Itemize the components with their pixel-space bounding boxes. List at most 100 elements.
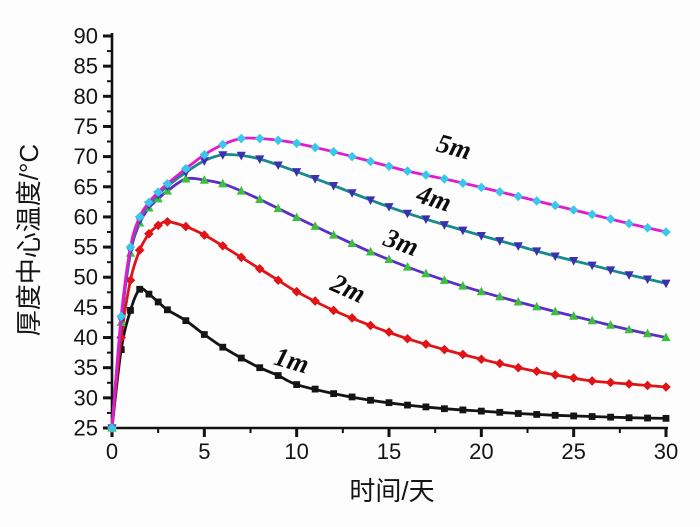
series-5m <box>107 133 671 433</box>
marker-triangle-down <box>569 257 579 266</box>
marker-diamond <box>153 187 163 197</box>
marker-diamond <box>439 344 450 355</box>
marker-diamond <box>513 362 524 373</box>
marker-diamond <box>310 296 320 306</box>
marker-triangle-down <box>624 271 634 280</box>
x-tick-label: 15 <box>377 439 401 464</box>
marker-diamond <box>605 377 616 388</box>
marker-square <box>311 385 319 393</box>
marker-diamond <box>531 366 542 377</box>
marker-triangle-up <box>421 268 431 278</box>
x-tick-label: 20 <box>469 439 493 464</box>
y-axis-title: 厚度中心温度/°C <box>14 144 44 336</box>
marker-triangle-up <box>255 194 265 204</box>
curve-label-3m: 3m <box>379 222 423 262</box>
marker-triangle-down <box>347 189 357 198</box>
marker-triangle-down <box>495 237 505 246</box>
series-4m <box>107 151 671 433</box>
series-1m <box>108 285 670 432</box>
marker-square <box>367 396 374 404</box>
marker-square <box>422 403 430 411</box>
marker-square <box>607 413 614 421</box>
marker-square <box>348 393 356 401</box>
marker-diamond <box>310 142 320 153</box>
marker-square <box>117 346 125 353</box>
marker-triangle-up <box>236 185 246 195</box>
marker-diamond <box>587 209 597 220</box>
x-tick-label: 5 <box>198 439 210 464</box>
marker-diamond <box>365 156 376 167</box>
marker-diamond <box>144 197 154 208</box>
marker-square <box>459 406 467 414</box>
marker-diamond <box>605 214 616 224</box>
marker-triangle-down <box>384 203 394 212</box>
marker-triangle-down <box>550 252 560 262</box>
x-tick-label: 25 <box>561 439 585 464</box>
marker-diamond <box>116 311 127 322</box>
marker-diamond <box>531 196 542 206</box>
marker-square <box>441 405 448 413</box>
marker-diamond <box>125 275 136 286</box>
y-tick-label: 85 <box>74 54 98 79</box>
marker-triangle-up <box>365 246 376 256</box>
marker-square <box>496 408 504 416</box>
marker-triangle-down <box>255 155 265 165</box>
marker-triangle-down <box>458 226 468 236</box>
marker-diamond <box>162 178 173 189</box>
marker-diamond <box>107 423 117 433</box>
marker-triangle-up <box>642 328 653 338</box>
curve-label-4m: 4m <box>412 178 455 218</box>
marker-triangle-up <box>292 212 302 222</box>
marker-square <box>164 306 171 314</box>
curve-label-2m: 2m <box>326 267 371 309</box>
marker-triangle-up <box>347 238 357 248</box>
marker-diamond <box>134 212 145 222</box>
marker-square <box>514 410 522 417</box>
y-tick-label: 80 <box>74 84 98 109</box>
marker-diamond <box>642 380 653 391</box>
marker-triangle-up <box>624 324 634 334</box>
marker-diamond <box>153 220 163 231</box>
y-tick-label: 60 <box>74 204 98 229</box>
marker-diamond <box>199 150 210 160</box>
marker-square <box>154 298 162 306</box>
marker-diamond <box>661 227 671 237</box>
marker-diamond <box>218 241 228 251</box>
marker-triangle-up <box>384 254 394 264</box>
marker-diamond <box>439 174 450 184</box>
marker-diamond <box>458 349 468 360</box>
marker-diamond <box>568 205 579 215</box>
marker-square <box>404 401 411 409</box>
marker-triangle-down <box>476 232 486 241</box>
y-tick-label: 65 <box>74 174 98 199</box>
marker-diamond <box>495 358 505 369</box>
marker-triangle-up <box>402 261 413 271</box>
marker-diamond <box>421 170 431 180</box>
marker-diamond <box>513 191 524 202</box>
marker-diamond <box>291 286 302 297</box>
marker-triangle-down <box>642 275 653 285</box>
marker-diamond <box>476 182 487 193</box>
marker-diamond <box>273 275 283 286</box>
marker-diamond <box>550 370 560 380</box>
marker-square <box>293 381 301 388</box>
marker-diamond <box>402 333 413 344</box>
y-tick-label: 55 <box>74 235 98 260</box>
marker-square <box>588 413 596 420</box>
marker-triangle-up <box>310 221 320 230</box>
marker-triangle-up <box>273 203 283 213</box>
marker-triangle-up <box>458 280 468 290</box>
marker-diamond <box>347 151 357 162</box>
axes-layer: 25 30 35 40 45 50 55 60 65 70 75 80 85 90 0 5 10 15 20 25 30 <box>74 24 679 465</box>
marker-square <box>570 412 578 420</box>
marker-triangle-down <box>329 181 339 191</box>
y-tick-label: 45 <box>74 295 98 320</box>
marker-diamond <box>347 313 357 323</box>
marker-diamond <box>384 161 394 172</box>
x-axis-title: 时间/天 <box>349 476 434 506</box>
series-3m <box>107 173 671 432</box>
marker-diamond <box>624 218 634 229</box>
marker-square <box>662 414 670 422</box>
